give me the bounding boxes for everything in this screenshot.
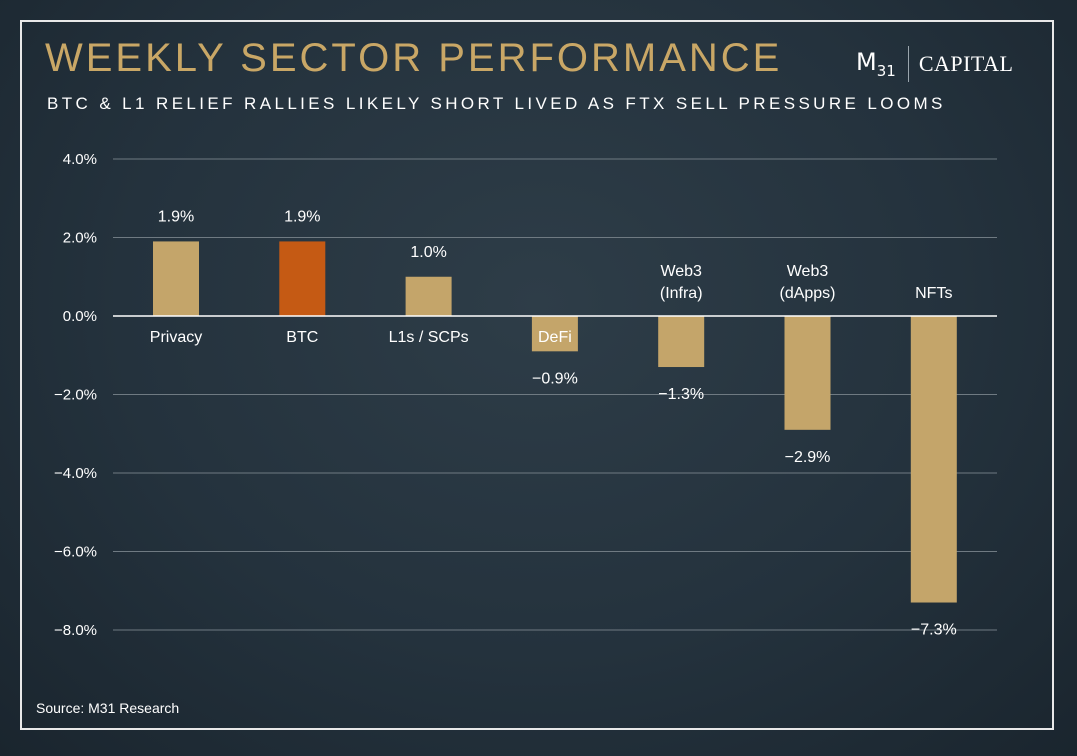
data-label: −1.3% [658, 386, 704, 403]
logo-capital: CAPITAL [918, 51, 1014, 76]
bar [531, 316, 578, 352]
category-label: DeFi [538, 329, 572, 346]
bar [658, 316, 705, 368]
logo-m: M [856, 48, 877, 76]
logo-m31: M31 [856, 48, 896, 80]
chart-frame [20, 20, 1054, 730]
logo-number: 31 [876, 62, 896, 80]
bar [279, 241, 326, 316]
category-label: Web3 (Infra) [660, 263, 703, 302]
category-label: Privacy [150, 329, 202, 346]
data-label: 1.9% [158, 208, 194, 225]
category-label-line: Web3 [660, 263, 702, 280]
category-label-line: L1s / SCPs [389, 329, 469, 346]
y-tick-label: −2.0% [54, 387, 97, 404]
category-label: NFTs [915, 285, 952, 302]
bar [153, 241, 199, 316]
data-label: 1.0% [410, 244, 446, 261]
category-label-line: BTC [286, 329, 318, 346]
m31-capital-logo: M31 CAPITAL [856, 44, 1013, 84]
category-label: Web3 (dApps) [779, 263, 835, 302]
category-label-line: Web3 [787, 263, 829, 280]
bar [910, 316, 957, 603]
category-label: L1s / SCPs [389, 329, 469, 346]
y-tick-label: −6.0% [54, 544, 97, 561]
source-note: Source: M31 Research [36, 700, 180, 716]
y-tick-label: 4.0% [63, 151, 97, 168]
y-tick-label: −4.0% [54, 465, 97, 482]
logo-divider [907, 46, 909, 82]
y-tick-label: −8.0% [54, 622, 97, 639]
bar [784, 316, 831, 430]
data-label: −2.9% [785, 449, 831, 466]
category-label-line: (Infra) [660, 285, 703, 302]
data-label: 1.9% [284, 208, 320, 225]
category-label-line: DeFi [538, 329, 572, 346]
y-tick-label: 0.0% [63, 308, 97, 325]
bar [405, 276, 452, 316]
chart-title: WEEKLY SECTOR PERFORMANCE [45, 36, 783, 80]
category-label-line: (dApps) [779, 285, 835, 302]
category-label-line: Privacy [150, 329, 202, 346]
data-label: −0.9% [532, 370, 578, 387]
chart-subtitle: BTC & L1 RELIEF RALLIES LIKELY SHORT LIV… [47, 94, 946, 113]
data-label: −7.3% [911, 622, 957, 639]
y-tick-label: 2.0% [63, 230, 97, 247]
category-label: BTC [286, 329, 318, 346]
category-label-line: NFTs [915, 285, 952, 302]
